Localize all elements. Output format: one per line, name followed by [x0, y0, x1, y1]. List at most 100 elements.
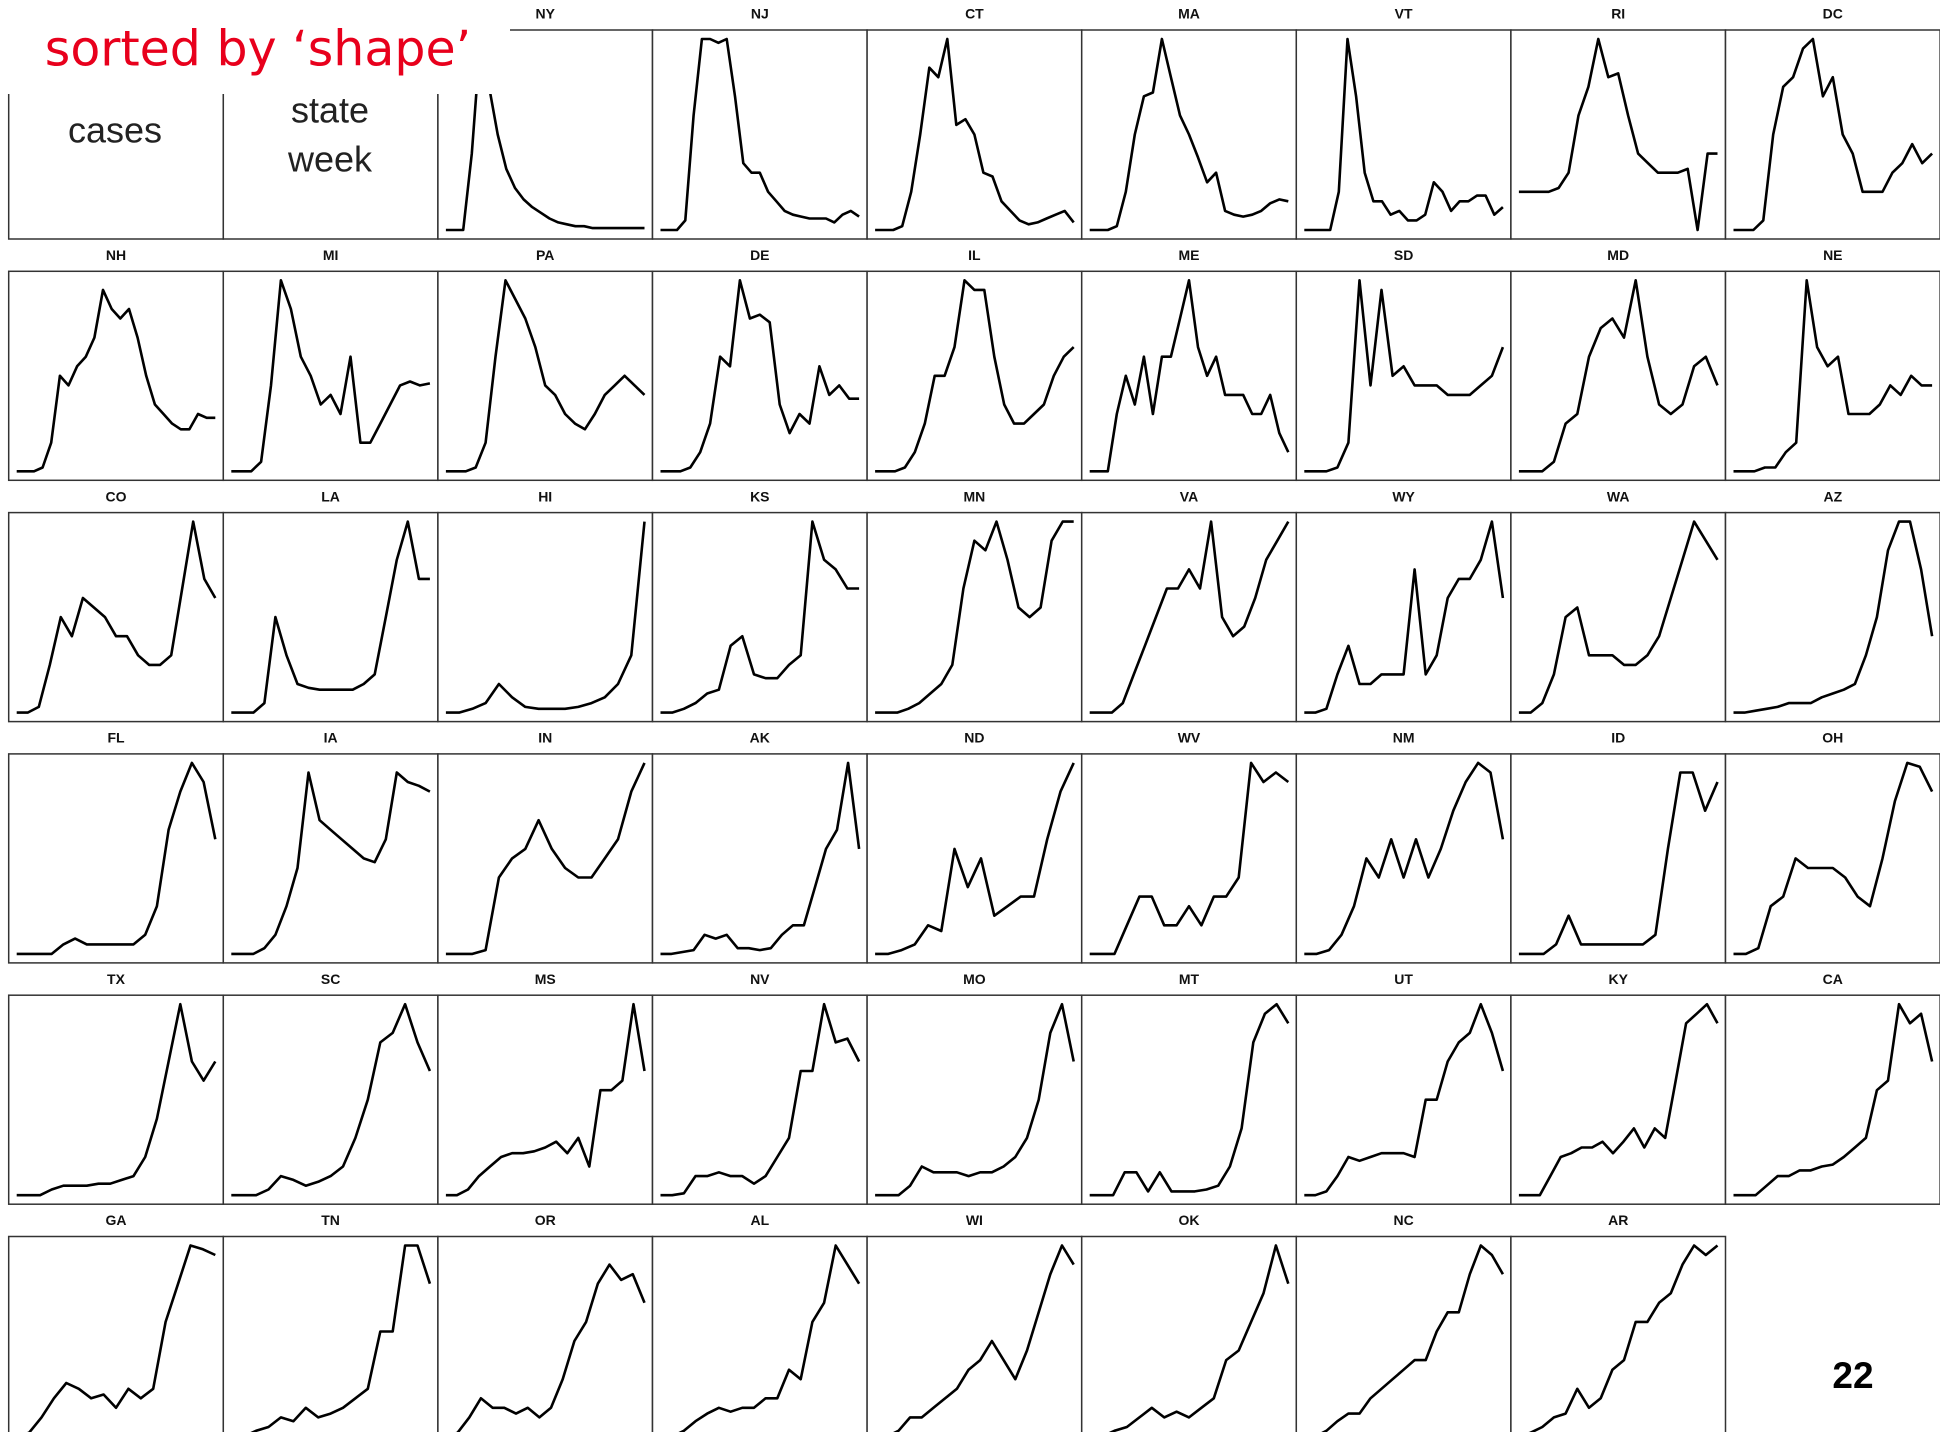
plot-area [1518, 278, 1719, 473]
panel-box [222, 753, 439, 964]
case-curve [1304, 761, 1505, 956]
panel-box [437, 270, 654, 482]
plot-area [893, 1244, 1075, 1432]
panel-box [866, 753, 1083, 964]
case-curve [250, 1244, 432, 1432]
panel-title: IL [968, 247, 981, 263]
plot-area [1733, 37, 1934, 232]
panel-title: IN [538, 730, 552, 746]
state-panel: VT [1295, 6, 1512, 240]
case-curve [445, 278, 646, 473]
plot-area [16, 1002, 217, 1197]
plot-area [660, 520, 860, 714]
state-panel: KS [651, 488, 868, 723]
case-curve [875, 762, 1075, 956]
state-panel: FL [7, 730, 225, 964]
case-curve [1518, 278, 1719, 473]
plot-area [875, 520, 1074, 714]
plot-area [1304, 37, 1504, 232]
state-panel: NC [1295, 1212, 1512, 1432]
state-panel: CO [7, 488, 225, 723]
panel-title: ME [1179, 247, 1200, 263]
case-curve [16, 1002, 217, 1197]
case-curve [660, 278, 860, 473]
case-curve [1089, 761, 1290, 956]
state-panel: CT [866, 6, 1083, 240]
panel-title: WA [1607, 488, 1630, 504]
panel-title: OR [535, 1212, 556, 1228]
case-curve [1304, 278, 1505, 473]
panel-box [1510, 753, 1727, 964]
state-panel: AZ [1724, 488, 1940, 723]
panel-title: KY [1608, 971, 1628, 987]
plot-area [1528, 1244, 1719, 1432]
panel-title: OH [1822, 730, 1843, 746]
panel-title: MI [323, 247, 339, 263]
panel-title: VA [1180, 488, 1198, 504]
case-curve [1089, 520, 1290, 714]
case-curve [16, 288, 216, 473]
state-panel: DC [1724, 6, 1940, 240]
plot-area [875, 1002, 1075, 1197]
case-curve [1089, 278, 1290, 473]
plot-area [26, 1244, 216, 1432]
state-panel: NM [1295, 730, 1512, 964]
state-panel: AL [651, 1212, 868, 1432]
x-label: week [287, 139, 373, 180]
case-curve [1733, 37, 1934, 232]
plot-area [16, 761, 217, 956]
panel-box [1080, 753, 1298, 964]
panel-title: KS [750, 488, 769, 504]
panel-title: FL [107, 730, 125, 746]
panel-box [1510, 1235, 1727, 1432]
panel-box [7, 511, 225, 723]
case-curve [1733, 1002, 1934, 1197]
plot-area [231, 771, 431, 956]
case-curve [231, 1002, 432, 1197]
panel-title: IA [324, 730, 338, 746]
case-curve [1733, 278, 1933, 473]
panel-title: WI [966, 1212, 983, 1228]
panel-box [1295, 994, 1512, 1205]
panels: NY NJ CT MA VT RI DC NH MI PA DE IL ME SD MD NE CO LA HI KS… [7, 6, 1940, 1432]
panel-title: TX [107, 971, 126, 987]
panel-box [1080, 1235, 1298, 1432]
plot-area [445, 762, 646, 956]
panel-box [437, 994, 654, 1205]
panel-title: WV [1178, 730, 1201, 746]
panel-box [1295, 1235, 1512, 1432]
panel-title: SD [1394, 247, 1413, 263]
panel-title: DE [750, 247, 769, 263]
plot-area [660, 278, 860, 473]
plot-area [16, 520, 217, 714]
plot-area [16, 288, 216, 473]
plot-area [231, 520, 430, 714]
plot-area [231, 1002, 432, 1197]
state-panel: ND [866, 730, 1083, 964]
panel-box [1724, 994, 1940, 1205]
state-panel: MD [1510, 247, 1727, 482]
plot-area [445, 521, 646, 714]
state-panel: LA [222, 488, 439, 723]
plot-area [1089, 761, 1290, 956]
case-curve [231, 771, 431, 956]
panel-box [222, 1235, 439, 1432]
plot-area [250, 1244, 432, 1432]
plot-area [1321, 1244, 1505, 1432]
state-panel: SD [1295, 247, 1512, 482]
case-curve [1321, 1244, 1505, 1432]
panel-title: NJ [751, 6, 769, 22]
panel-box [1295, 753, 1512, 964]
case-curve [1089, 37, 1289, 232]
panel-box [651, 753, 868, 964]
state-panel: MA [1080, 6, 1298, 240]
panel-title: AZ [1823, 488, 1842, 504]
panel-box [7, 753, 225, 964]
plot-area [1108, 1244, 1290, 1432]
panel-title: MT [1179, 971, 1200, 987]
state-panel: ME [1080, 247, 1298, 482]
state-panel: GA [7, 1212, 225, 1432]
panel-box [1724, 29, 1940, 240]
panel-title: CT [965, 6, 984, 22]
